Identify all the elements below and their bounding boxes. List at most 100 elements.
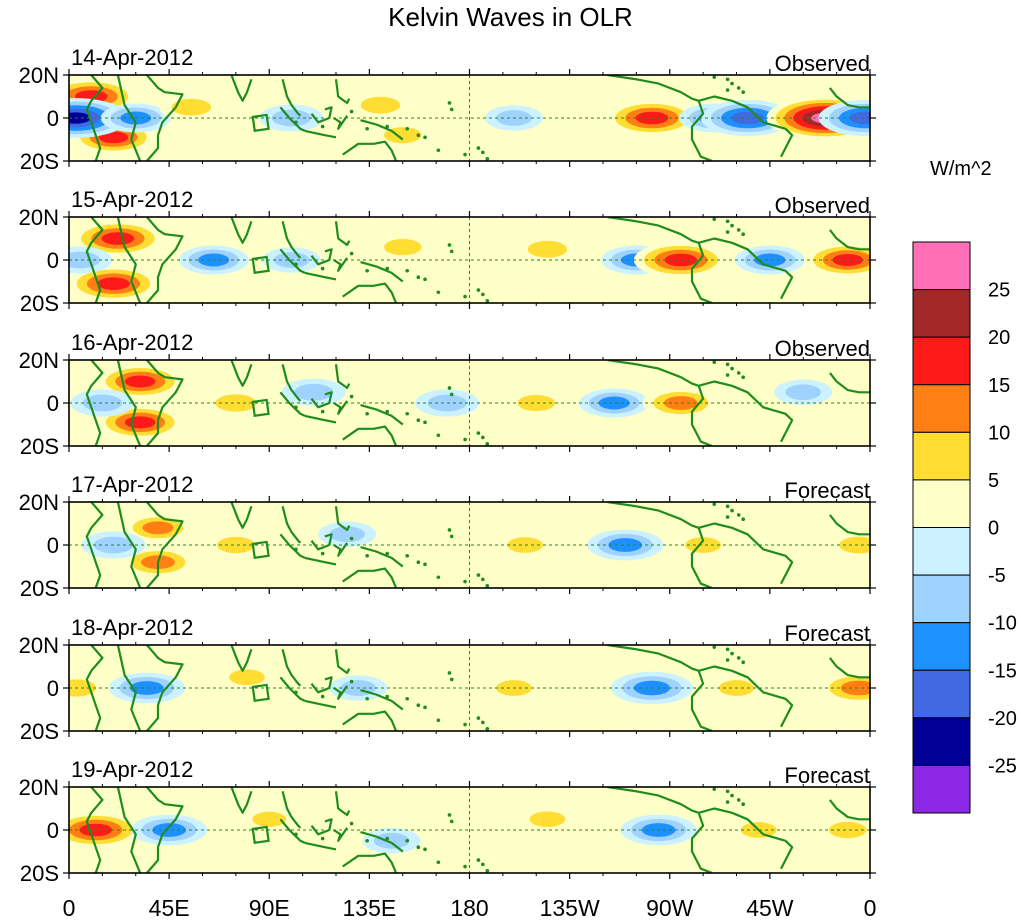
y-tick-label: 20N [19, 775, 59, 800]
y-tick-label: 0 [47, 391, 59, 416]
colorbar-label: -20 [988, 708, 1017, 730]
y-tick-label: 20S [20, 291, 59, 316]
colorbar-label: 20 [988, 327, 1010, 349]
panel-status: Observed [775, 336, 870, 361]
panel-1: 20N 0 20S 14-Apr-2012 Observed [19, 45, 876, 174]
y-tick-label: 0 [47, 533, 59, 558]
y-tick-label: 0 [47, 248, 59, 273]
y-tick-label: 20N [19, 490, 59, 515]
panel-date: 19-Apr-2012 [71, 757, 193, 782]
colorbar-box [912, 431, 971, 481]
anomaly-contour [142, 521, 174, 535]
x-tick-label: 45W [746, 895, 794, 920]
anomaly-contour [383, 239, 422, 256]
y-tick-label: 20N [19, 633, 59, 658]
panel-date: 17-Apr-2012 [71, 472, 193, 497]
colorbar-label: -15 [988, 660, 1017, 682]
colorbar-label: 5 [988, 470, 999, 492]
anomaly-contour [828, 821, 867, 839]
y-tick-label: 0 [47, 818, 59, 843]
colorbar-label: 10 [988, 422, 1010, 444]
x-tick-label: 135W [540, 895, 600, 920]
anomaly-contour [598, 396, 630, 410]
anomaly-contour [329, 526, 365, 543]
y-tick-label: 20S [20, 434, 59, 459]
anomaly-contour [373, 832, 410, 849]
colorbar-box [912, 336, 971, 386]
y-tick-label: 20S [20, 576, 59, 601]
anomaly-contour [101, 232, 135, 245]
colorbar-label: 15 [988, 375, 1010, 397]
anomaly-contour [97, 277, 130, 290]
coastlines [85, 787, 870, 873]
panel-status: Forecast [784, 763, 870, 788]
anomaly-contour [608, 538, 643, 552]
x-tick-label: 135E [343, 895, 397, 920]
panel-status: Observed [775, 51, 870, 76]
panel-3: 20N 0 20S 16-Apr-2012 Observed [19, 330, 876, 459]
anomaly-contour [215, 394, 257, 412]
x-tick-label: 45E [149, 895, 190, 920]
colorbar-box [912, 574, 971, 624]
panel-status: Forecast [784, 478, 870, 503]
coastlines [85, 360, 870, 446]
y-tick-label: 0 [47, 106, 59, 131]
panel-2: 20N 0 20S 15-Apr-2012 Observed [19, 187, 876, 316]
anomaly-contour [82, 394, 123, 412]
colorbar-label: -5 [988, 565, 1006, 587]
panel-status: Observed [775, 193, 870, 218]
coastlines [85, 645, 870, 731]
anomaly-contour [124, 416, 156, 429]
anomaly-contour [171, 98, 212, 116]
anomaly-contour [229, 669, 265, 686]
colorbar-box [912, 289, 971, 338]
anomaly-contour [517, 394, 556, 412]
coastlines [85, 502, 870, 588]
anomaly-contour [663, 396, 698, 410]
colorbar-box [912, 241, 971, 291]
anomaly-contour [849, 111, 870, 125]
y-tick-label: 20S [20, 719, 59, 744]
colorbar-label: 25 [988, 280, 1010, 302]
anomaly-contour [69, 112, 91, 124]
panel-date: 16-Apr-2012 [71, 330, 193, 355]
anomaly-contour [529, 811, 566, 828]
colorbar-box [912, 669, 971, 719]
anomaly-contour [360, 96, 401, 114]
coastlines [85, 75, 870, 161]
colorbar-box [912, 764, 971, 814]
y-tick-label: 20N [19, 348, 59, 373]
x-tick-label: 0 [864, 895, 877, 920]
anomaly-contour [527, 240, 568, 258]
colorbar-box [912, 479, 971, 528]
coastlines [85, 217, 870, 303]
panel-4: 20N 0 20S 17-Apr-2012 Forecast [19, 472, 876, 601]
anomaly-contour [252, 811, 287, 827]
panel-date: 15-Apr-2012 [71, 187, 193, 212]
colorbar-label: 0 [988, 518, 999, 540]
y-tick-label: 20S [20, 149, 59, 174]
anomaly-contour [664, 253, 698, 267]
anomaly-contour [839, 536, 870, 554]
anomaly-contour [129, 681, 164, 695]
panel-date: 18-Apr-2012 [71, 615, 193, 640]
anomaly-contour [98, 131, 129, 144]
panel-status: Forecast [784, 621, 870, 646]
colorbar-box [912, 717, 971, 766]
x-tick-label: 0 [63, 895, 76, 920]
anomaly-contour [785, 384, 822, 401]
x-tick-label: 90E [249, 895, 290, 920]
panel-5: 20N 0 20S 18-Apr-2012 Forecast [19, 615, 876, 744]
colorbar-unit-label: W/m^2 [930, 158, 992, 180]
anomaly-contour [124, 375, 156, 388]
y-tick-label: 20S [20, 861, 59, 886]
panel-6: 20N 0 20S 19-Apr-2012 Forecast [19, 757, 876, 886]
y-tick-label: 20N [19, 205, 59, 230]
anomaly-contour [152, 823, 187, 837]
x-tick-label: 180 [450, 895, 488, 920]
colorbar-box [912, 384, 971, 433]
colorbar-box [912, 622, 971, 671]
y-tick-label: 20N [19, 63, 59, 88]
colorbar-label: -10 [988, 613, 1017, 635]
anomaly-contour [685, 537, 721, 553]
